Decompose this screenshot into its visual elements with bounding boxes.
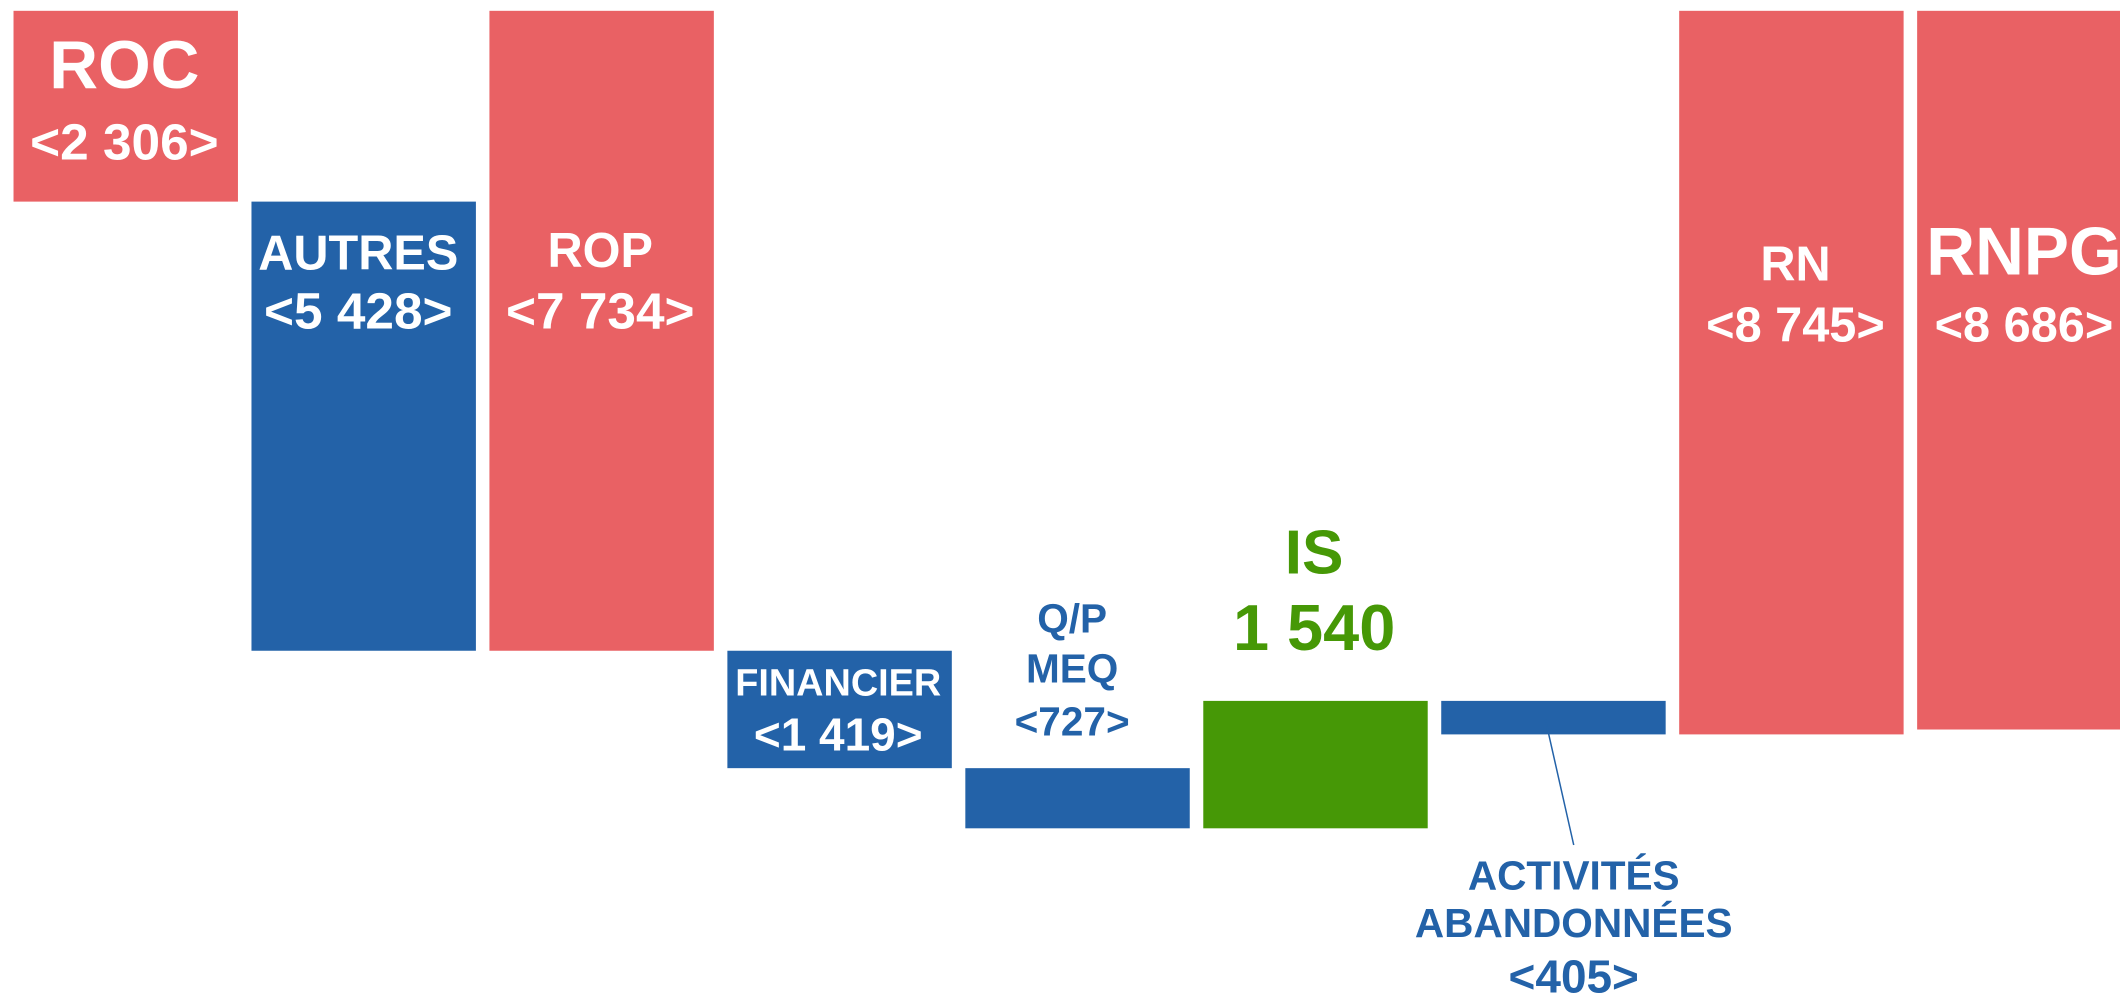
leader-line — [1544, 719, 1575, 846]
value-label: <5 428> — [264, 282, 453, 340]
bar — [1679, 10, 1904, 735]
category-label: ACTIVITÉS — [1468, 853, 1680, 899]
value-label: 1 540 — [1233, 591, 1395, 664]
value-label: <8 745> — [1706, 298, 1885, 352]
value-label: <1 419> — [754, 708, 923, 760]
category-label: ABANDONNÉES — [1415, 900, 1733, 946]
bar — [1917, 10, 2120, 730]
bar — [727, 650, 952, 769]
bar — [251, 201, 476, 651]
bar — [489, 10, 714, 651]
category-label: Q/P — [1037, 596, 1107, 642]
category-label: ROC — [49, 28, 199, 103]
value-label: <7 734> — [506, 282, 695, 340]
category-label: MEQ — [1026, 646, 1118, 692]
category-label: AUTRES — [258, 227, 458, 281]
category-label: FINANCIER — [735, 662, 941, 704]
category-label: RNPG — [1926, 215, 2120, 290]
category-label: RN — [1760, 238, 1830, 292]
value-label: <2 306> — [30, 113, 219, 171]
value-label: <405> — [1509, 950, 1639, 1000]
value-label: <8 686> — [1935, 298, 2114, 352]
category-label: IS — [1285, 518, 1344, 587]
bar — [1441, 700, 1666, 735]
category-label: ROP — [548, 224, 653, 278]
bar — [965, 768, 1190, 829]
value-label: <727> — [1015, 698, 1130, 744]
bar — [1203, 700, 1428, 829]
bar — [13, 10, 238, 202]
